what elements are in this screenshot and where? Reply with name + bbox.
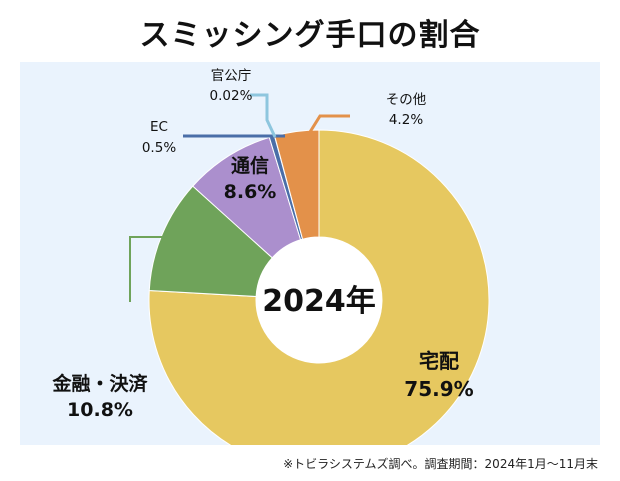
donut-hole — [256, 237, 382, 363]
footnote: ※トビラシステムズ調べ。調査期間：2024年1月〜11月末 — [283, 457, 598, 471]
chart-title: スミッシング手口の割合 — [139, 18, 481, 53]
leader-line-4 — [250, 93, 277, 138]
slice-name-label-2: 通信 — [231, 154, 269, 177]
slice-value-label-3: 0.5% — [142, 140, 176, 156]
slice-value-label-2: 8.6% — [224, 181, 277, 203]
chart-panel: 2024年 宅配 75.9% 金融・決済 10.8% 通信 8.6% EC 0.5% 官公庁 0.… — [20, 62, 600, 445]
slice-value-label-4: 0.02% — [210, 88, 253, 104]
slice-name-label-3: EC — [150, 119, 168, 135]
slice-name-label-4: 官公庁 — [211, 68, 252, 84]
center-label: 2024年 — [262, 284, 376, 319]
slice-value-label-5: 4.2% — [389, 112, 423, 128]
leader-lines-group — [129, 93, 350, 302]
donut-chart: 2024年 宅配 75.9% 金融・決済 10.8% 通信 8.6% EC 0.5% 官公庁 0.… — [51, 68, 490, 445]
leader-line-1 — [129, 236, 170, 302]
slice-name-label-5: その他 — [386, 92, 427, 108]
slices-group — [148, 129, 490, 445]
labels-group: 宅配 75.9% 金融・決済 10.8% 通信 8.6% EC 0.5% 官公庁 0.02% その他… — [51, 68, 473, 421]
slice-name-label-0: 宅配 — [419, 349, 459, 373]
slice-value-label-1: 10.8% — [67, 399, 133, 421]
slice-value-label-0: 75.9% — [404, 377, 473, 401]
leader-line-5 — [308, 114, 350, 133]
slice-name-label-1: 金融・決済 — [51, 372, 148, 395]
